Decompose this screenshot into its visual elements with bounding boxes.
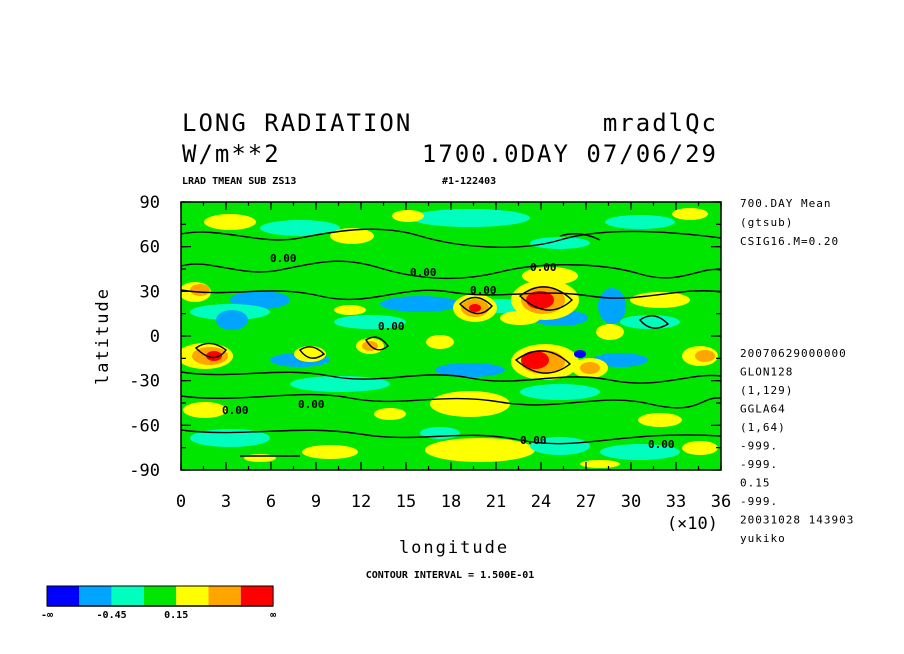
x-tick-label: 36 <box>711 492 731 512</box>
contour-label: 0.00 <box>410 266 437 279</box>
side-info-line: CSIG16.M=0.20 <box>740 235 839 248</box>
heatmap-field <box>181 202 721 470</box>
x-tick-label: 21 <box>486 492 506 512</box>
x-multiplier-label: (×10) <box>667 514 718 534</box>
side-info-top: 700.DAY Mean (gtsub) CSIG16.M=0.20 <box>740 197 839 248</box>
side-info-line: yukiko <box>740 532 786 545</box>
y-tick-label: 30 <box>140 282 160 302</box>
subtitle-right: #1-122403 <box>442 176 496 187</box>
x-tick-label: 3 <box>221 492 231 512</box>
side-info-line: (1,129) <box>740 384 793 397</box>
x-tick-label: 15 <box>396 492 416 512</box>
x-tick-label: 27 <box>576 492 596 512</box>
side-info-line: 700.DAY Mean <box>740 197 831 210</box>
contour-label: 0.00 <box>378 320 405 333</box>
x-tick-label: 24 <box>531 492 551 512</box>
side-info-bottom: 20070629000000 GLON128 (1,129) GGLA64 (1,64)… <box>740 347 854 545</box>
contour-label: 0.00 <box>470 284 497 297</box>
time-label: 1700.0DAY 07/06/29 <box>422 140 718 168</box>
y-tick-label: 90 <box>140 193 160 213</box>
x-tick-label: 6 <box>266 492 276 512</box>
contour-label: 0.00 <box>530 261 557 274</box>
side-info-line: 20070629000000 <box>740 347 847 360</box>
colorbar-label: ∞ <box>270 610 276 621</box>
colorbar: -∞ -0.45 0.15 ∞ <box>41 585 276 621</box>
colorbar-swatch <box>240 586 274 606</box>
contour-label: 0.00 <box>222 404 249 417</box>
y-tick-label: -60 <box>129 416 160 436</box>
x-tick-label: 18 <box>441 492 461 512</box>
variable-name: mradlQc <box>603 109 718 137</box>
x-tick-label: 9 <box>311 492 321 512</box>
y-tick-label: -90 <box>129 461 160 481</box>
contour-label: 0.00 <box>270 252 297 265</box>
side-info-line: -999. <box>740 458 778 471</box>
colorbar-swatch <box>176 586 209 606</box>
colorbar-swatch <box>79 586 112 606</box>
x-axis-label: longitude <box>399 538 509 558</box>
x-tick-label: 33 <box>666 492 686 512</box>
x-tick-label: 12 <box>351 492 371 512</box>
colorbar-swatch <box>47 586 80 606</box>
colorbar-swatch <box>143 586 177 606</box>
side-info-line: (gtsub) <box>740 216 793 229</box>
colorbar-label: 0.15 <box>164 610 188 621</box>
contour-label: 0.00 <box>298 398 325 411</box>
side-info-line: -999. <box>740 495 778 508</box>
contour-label: 0.00 <box>648 438 675 451</box>
contour-interval-label: CONTOUR INTERVAL = 1.500E-01 <box>366 570 535 581</box>
x-tick-label: 0 <box>176 492 186 512</box>
units-label: W/m**2 <box>182 140 281 168</box>
side-info-line: -999. <box>740 440 778 453</box>
y-tick-label: -30 <box>129 372 160 392</box>
colorbar-label: -∞ <box>41 610 53 621</box>
subtitle-left: LRAD TMEAN SUB ZS13 <box>182 176 296 187</box>
side-info-line: (1,64) <box>740 421 786 434</box>
x-tick-label: 30 <box>621 492 641 512</box>
side-info-line: 20031028 143903 <box>740 514 854 527</box>
y-axis-label: latitude <box>93 287 113 385</box>
y-tick-label: 60 <box>140 238 160 258</box>
y-tick-label: 0 <box>150 327 160 347</box>
colorbar-swatch <box>111 586 144 606</box>
side-info-line: GGLA64 <box>740 403 786 416</box>
side-info-line: GLON128 <box>740 366 793 379</box>
colorbar-swatch <box>208 586 241 606</box>
colorbar-label: -0.45 <box>97 610 127 621</box>
side-info-line: 0.15 <box>740 477 771 490</box>
contour-label: 0.00 <box>520 434 547 447</box>
chart-title: LONG RADIATION <box>182 109 412 137</box>
